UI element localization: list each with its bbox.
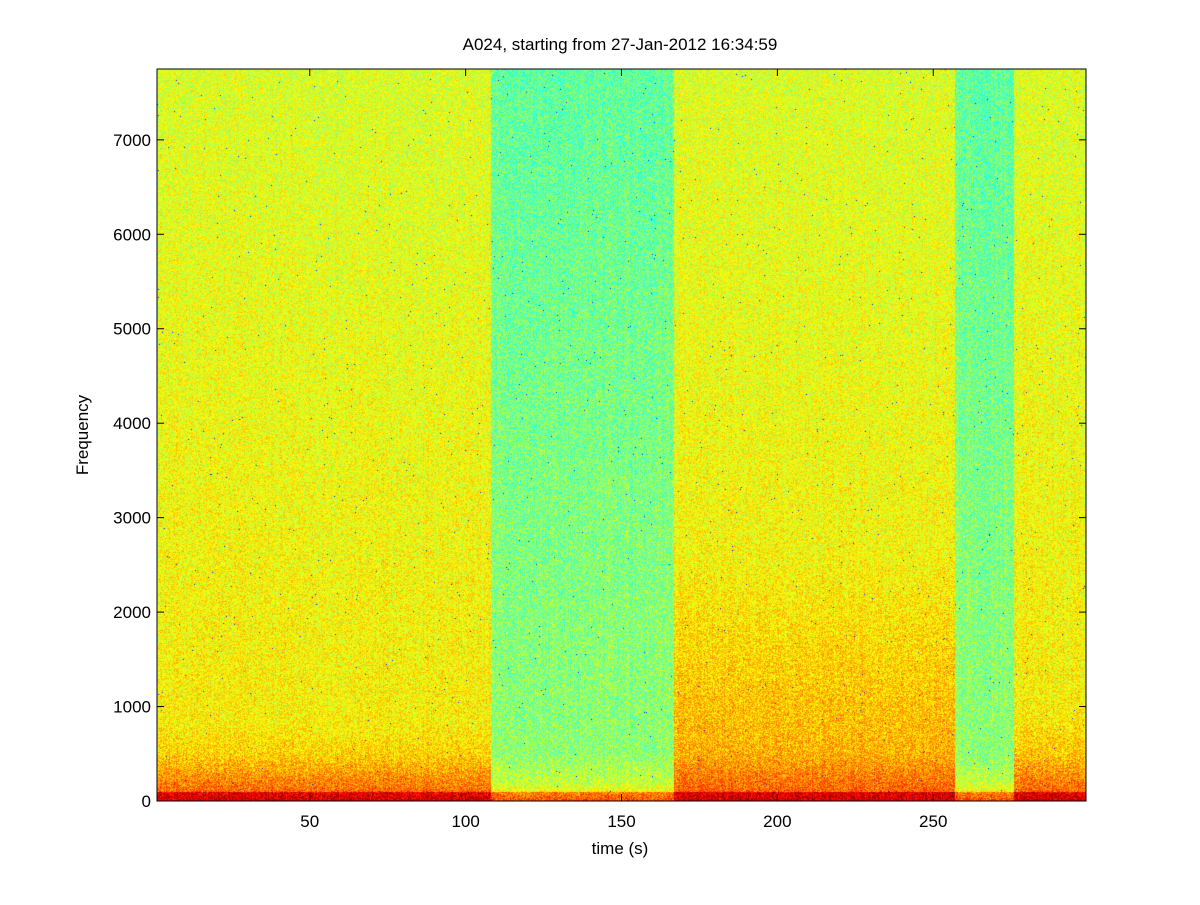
plot-frame (156, 68, 1087, 802)
x-axis-label: time (s) (592, 839, 649, 858)
axis-ticks: 50 100 150 200 250 0 1000 2000 3000 4000 5000 6000 7… (113, 69, 1086, 831)
y-tick-label: 7000 (113, 131, 151, 150)
y-tick-label: 1000 (113, 698, 151, 717)
x-tick-label: 200 (763, 812, 791, 831)
x-tick-label: 50 (300, 812, 319, 831)
x-tick-label: 250 (919, 812, 947, 831)
y-tick-label: 3000 (113, 509, 151, 528)
y-tick-label: 0 (142, 792, 151, 811)
y-tick-label: 2000 (113, 603, 151, 622)
y-tick-label: 5000 (113, 320, 151, 339)
spectrogram-image (157, 69, 1086, 801)
x-tick-label: 150 (607, 812, 635, 831)
y-axis-label: Frequency (73, 394, 92, 475)
x-tick-label: 100 (451, 812, 479, 831)
y-tick-label: 6000 (113, 225, 151, 244)
chart-title: A024, starting from 27-Jan-2012 16:34:59 (463, 35, 778, 54)
y-tick-label: 4000 (113, 414, 151, 433)
